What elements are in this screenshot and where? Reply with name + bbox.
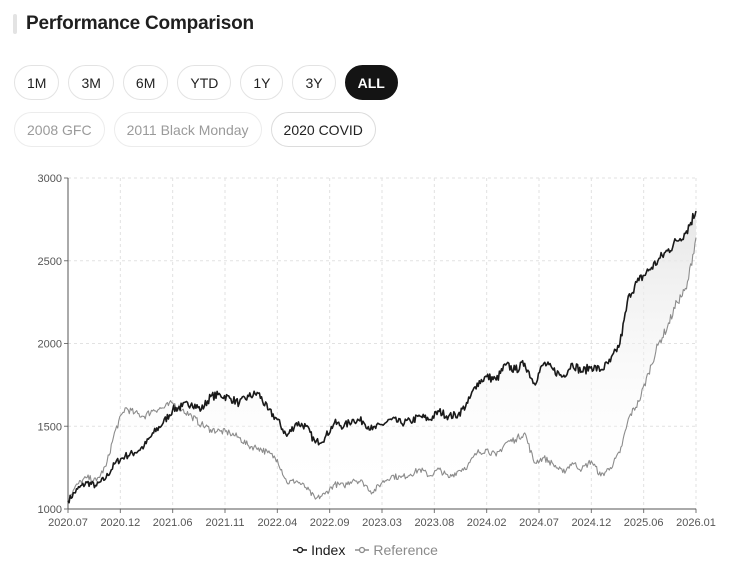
page-title: Performance Comparison: [26, 13, 254, 34]
x-tick-label: 2026.01: [676, 517, 716, 529]
y-tick-label: 1500: [38, 421, 62, 433]
series-gap-area: [68, 211, 696, 503]
event-button-2011-black-monday[interactable]: 2011 Black Monday: [113, 112, 262, 147]
event-selector: 2008 GFC 2011 Black Monday 2020 COVID: [14, 112, 376, 147]
x-tick-label: 2020.12: [100, 517, 140, 529]
x-tick-label: 2021.06: [153, 517, 193, 529]
performance-chart: 1000 1500 2000 2500 3000 2020.07 2020.12 2021.0…: [38, 173, 716, 529]
legend-label-index: Index: [311, 542, 346, 558]
header: Performance Comparison: [13, 13, 254, 35]
x-tick-label: 2024.02: [467, 517, 507, 529]
y-tick-label: 2000: [38, 339, 62, 351]
x-tick-label: 2025.06: [624, 517, 664, 529]
x-tick-label: 2023.08: [414, 517, 454, 529]
y-tick-label: 3000: [38, 173, 62, 185]
range-button-6m[interactable]: 6M: [122, 65, 169, 100]
legend-item-reference[interactable]: Reference: [355, 542, 438, 558]
x-tick-label: 2022.04: [257, 517, 297, 529]
chart-legend: Index Reference: [0, 542, 731, 558]
series-line-index: [67, 210, 697, 504]
range-button-1y[interactable]: 1Y: [240, 65, 284, 100]
y-tick-label: 2500: [38, 256, 62, 268]
legend-line-marker-icon: [355, 546, 370, 554]
range-button-3m[interactable]: 3M: [68, 65, 114, 100]
event-button-2008-gfc[interactable]: 2008 GFC: [14, 112, 105, 147]
legend-item-index[interactable]: Index: [293, 542, 345, 558]
series-line-reference: [67, 237, 697, 501]
x-tick-label: 2020.07: [48, 517, 88, 529]
x-tick-label: 2024.12: [571, 517, 611, 529]
y-tick-label: 1000: [38, 504, 62, 516]
time-range-selector: 1M 3M 6M YTD 1Y 3Y ALL: [14, 65, 398, 100]
event-button-2020-covid[interactable]: 2020 COVID: [270, 112, 376, 147]
range-button-ytd[interactable]: YTD: [177, 65, 232, 100]
x-tick-label: 2023.03: [362, 517, 402, 529]
legend-line-marker-icon: [293, 546, 308, 554]
range-button-1m[interactable]: 1M: [14, 65, 60, 100]
title-accent-bar: [13, 14, 17, 34]
legend-label-reference: Reference: [373, 542, 438, 558]
range-button-all[interactable]: ALL: [344, 65, 398, 100]
x-tick-label: 2022.09: [310, 517, 350, 529]
x-tick-label: 2024.07: [519, 517, 559, 529]
x-tick-label: 2021.11: [206, 517, 245, 529]
range-button-3y[interactable]: 3Y: [292, 65, 336, 100]
